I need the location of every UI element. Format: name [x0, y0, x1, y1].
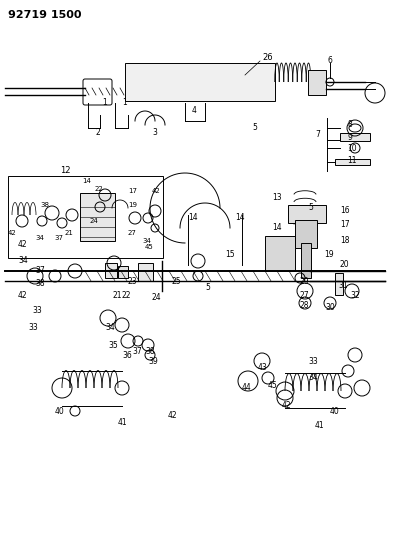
Text: 40: 40: [55, 407, 65, 416]
Text: 21: 21: [65, 230, 74, 236]
Text: 42: 42: [18, 290, 28, 300]
Text: 34: 34: [308, 374, 318, 383]
Text: 92719 1500: 92719 1500: [8, 10, 81, 20]
Bar: [335, 159, 370, 165]
Text: 24: 24: [152, 294, 162, 303]
Text: 1: 1: [102, 99, 107, 108]
Text: 32: 32: [350, 290, 360, 300]
Text: 26: 26: [262, 53, 273, 62]
Bar: [138, 263, 153, 281]
Text: 36: 36: [122, 351, 132, 359]
Text: 22: 22: [122, 290, 132, 300]
Text: 39: 39: [148, 357, 158, 366]
Text: 16: 16: [340, 206, 350, 215]
Bar: [265, 236, 295, 271]
Text: 37: 37: [35, 266, 45, 276]
Text: 45: 45: [268, 381, 278, 390]
Text: 14: 14: [82, 178, 91, 184]
Text: 33: 33: [32, 306, 42, 316]
Text: 5: 5: [205, 284, 210, 293]
Text: 10: 10: [347, 144, 356, 154]
Text: 44: 44: [242, 384, 252, 392]
Text: 45: 45: [145, 244, 154, 250]
Text: 31: 31: [338, 280, 348, 289]
Bar: [335, 273, 343, 295]
Text: 42: 42: [8, 230, 17, 236]
Text: 38: 38: [40, 202, 49, 208]
Text: 11: 11: [347, 157, 356, 166]
Bar: [288, 205, 326, 223]
Text: 17: 17: [340, 221, 350, 230]
Text: 41: 41: [315, 421, 325, 430]
Text: 41: 41: [118, 418, 128, 427]
Text: 5: 5: [252, 124, 257, 133]
Text: 23: 23: [128, 277, 138, 286]
Text: 2: 2: [95, 128, 100, 138]
Text: 34: 34: [35, 235, 44, 241]
Text: 40: 40: [330, 407, 340, 416]
Bar: [8, 176, 163, 258]
Text: 42: 42: [282, 400, 292, 409]
Text: 37: 37: [132, 346, 142, 356]
Bar: [308, 70, 326, 95]
Text: 33: 33: [308, 357, 318, 366]
Text: 4: 4: [192, 107, 197, 116]
Text: 19: 19: [128, 202, 137, 208]
Text: 30: 30: [325, 303, 335, 312]
Text: 27: 27: [300, 290, 310, 300]
Text: 14: 14: [188, 214, 198, 222]
Bar: [295, 220, 317, 248]
FancyBboxPatch shape: [83, 79, 112, 105]
Text: 18: 18: [340, 237, 349, 246]
Text: 6: 6: [328, 56, 333, 66]
Text: 34: 34: [142, 238, 151, 244]
Text: 43: 43: [258, 364, 268, 373]
Bar: [105, 263, 117, 278]
Bar: [340, 133, 370, 141]
Text: 9: 9: [347, 133, 352, 142]
Text: 28: 28: [300, 302, 310, 311]
Text: 22: 22: [95, 186, 104, 192]
Text: 7: 7: [315, 131, 320, 140]
Text: 33: 33: [28, 324, 38, 333]
Text: 29: 29: [300, 277, 310, 286]
Bar: [118, 266, 128, 278]
Text: 25: 25: [172, 277, 182, 286]
Text: 5: 5: [308, 204, 313, 213]
Bar: [301, 243, 311, 278]
Text: 34: 34: [105, 324, 115, 333]
Text: 13: 13: [272, 193, 282, 203]
Text: 24: 24: [90, 218, 99, 224]
Text: 8: 8: [347, 120, 352, 130]
Text: 12: 12: [60, 166, 70, 175]
Text: 35: 35: [108, 341, 118, 350]
Text: 42: 42: [168, 410, 178, 419]
Text: 19: 19: [324, 251, 334, 260]
Text: 15: 15: [225, 251, 235, 260]
Text: 3: 3: [152, 128, 157, 138]
Text: 42: 42: [152, 188, 161, 194]
Text: 21: 21: [112, 290, 121, 300]
Bar: [125, 63, 275, 101]
Text: 38: 38: [35, 279, 45, 287]
Text: 1: 1: [122, 99, 127, 108]
Text: 27: 27: [128, 230, 137, 236]
Text: 20: 20: [340, 261, 350, 270]
Text: 38: 38: [145, 346, 154, 356]
Text: 34: 34: [18, 256, 28, 265]
Text: 17: 17: [128, 188, 137, 194]
Bar: [80, 193, 115, 241]
Text: 14: 14: [272, 223, 282, 232]
Text: 42: 42: [18, 240, 28, 249]
Text: 37: 37: [54, 235, 63, 241]
Text: 14: 14: [235, 214, 244, 222]
